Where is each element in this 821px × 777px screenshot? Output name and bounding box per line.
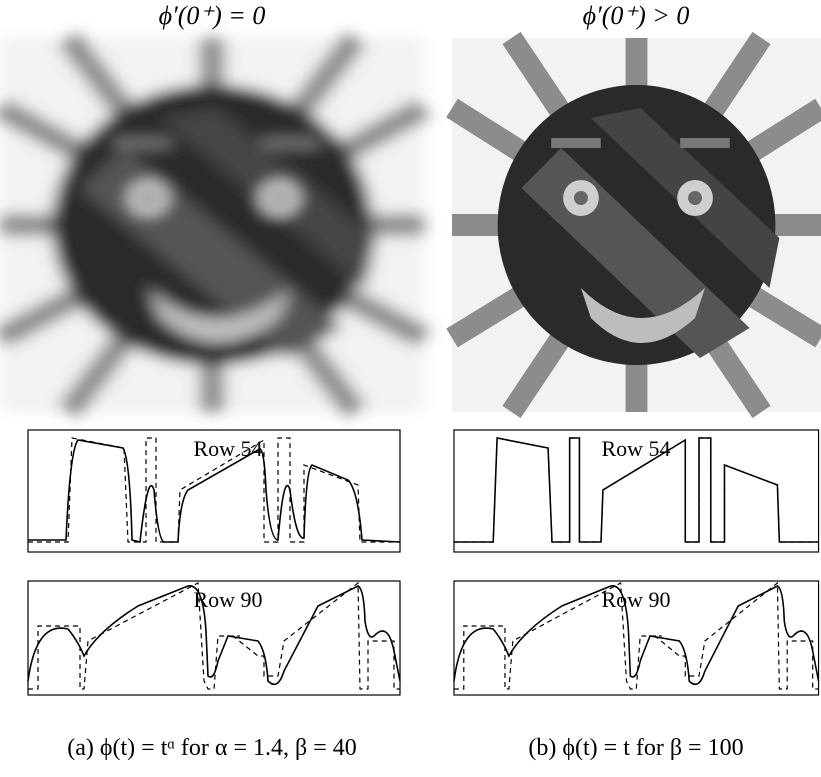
caption: (a) ϕ(t) = tᵅ for α = 1.4, β = 40 [67,735,357,761]
row-label: Row 90 [193,587,262,612]
image-piecewise [452,38,821,412]
image-smooth [0,38,424,412]
row-label: Row 54 [601,436,670,461]
row-label: Row 90 [601,587,670,612]
figure: ϕ′(0⁺) = 0 ϕ′(0⁺) > 0 Row 54 Row 90 Row … [0,0,821,772]
row-label: Row 54 [193,436,262,461]
panel-title: ϕ′(0⁺) = 0 [159,1,266,30]
panel-title: ϕ′(0⁺) > 0 [583,1,690,30]
caption: (b) ϕ(t) = t for β = 100 [528,735,743,761]
profile-plot: Row 90 [28,581,400,695]
profile-plot: Row 54 [28,430,400,552]
